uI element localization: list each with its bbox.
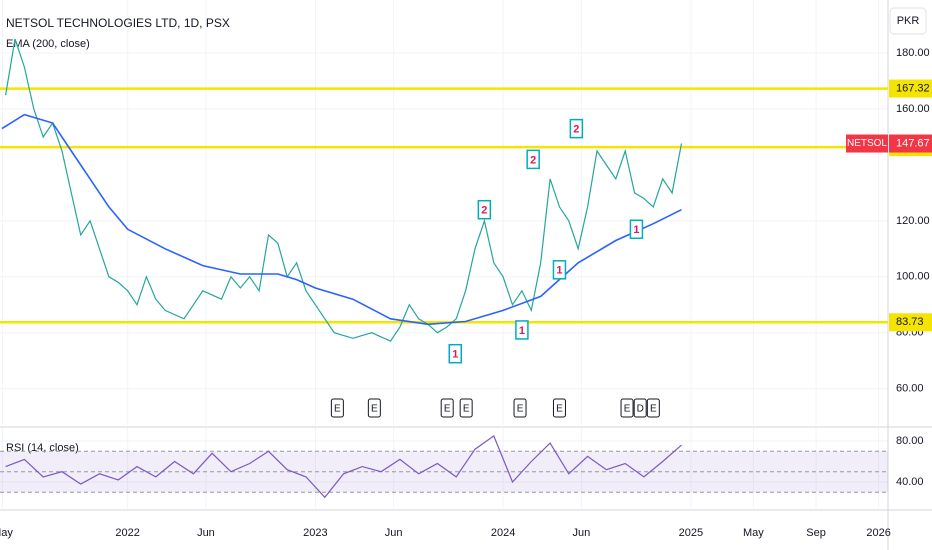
wave-label: 2 (530, 154, 536, 166)
event-label: E (517, 404, 524, 415)
event-label: E (624, 404, 631, 415)
y-tick-label: 120.00 (896, 215, 930, 227)
x-tick-label: 2026 (866, 527, 890, 539)
y-tick-label: 60.00 (896, 383, 924, 395)
x-tick-label: Jun (197, 527, 215, 539)
x-tick-label: May (743, 527, 764, 539)
event-box (367, 398, 381, 418)
wave-box (515, 320, 529, 340)
event-label: E (371, 404, 378, 415)
x-tick-label: 2022 (115, 527, 139, 539)
x-tick-label: 2025 (679, 527, 703, 539)
y-tick-label: 40.00 (896, 476, 924, 488)
event-box (633, 398, 647, 418)
level-label: 167.32 (896, 82, 930, 94)
event-box (646, 398, 660, 418)
event-box (330, 398, 344, 418)
event-label: E (444, 404, 451, 415)
event-label: E (334, 404, 341, 415)
series-line (5, 434, 682, 499)
wave-box (629, 219, 644, 240)
wave-label: 1 (452, 349, 458, 361)
last-price-badge (889, 134, 932, 153)
event-box (620, 398, 634, 418)
event-box (440, 398, 454, 418)
level-badge (889, 313, 932, 332)
event-box (513, 398, 527, 418)
y-tick-label: 160.00 (896, 103, 930, 115)
wave-label: 1 (633, 224, 639, 236)
x-tick-label: 2024 (491, 527, 515, 539)
wave-box (569, 118, 584, 139)
x-tick-label: 2023 (303, 527, 327, 539)
x-tick-label: Jun (573, 527, 591, 539)
level-label: 83.73 (896, 316, 924, 328)
series-line (5, 38, 683, 342)
wave-label: 1 (556, 265, 562, 277)
event-label: E (556, 404, 563, 415)
wave-label: 1 (519, 325, 525, 337)
x-tick-label: Sep (806, 527, 826, 539)
event-label: E (650, 404, 657, 415)
currency: PKR (897, 15, 920, 27)
wave-box (552, 260, 567, 280)
y-tick-label: 180.00 (896, 47, 930, 59)
wave-box (526, 149, 540, 170)
x-tick-label: Jun (385, 527, 403, 539)
series-line (1, 113, 682, 326)
wave-label: 2 (481, 205, 487, 217)
event-label: D (637, 404, 644, 415)
last-name: NETSOL (847, 138, 887, 149)
wave-box (477, 199, 492, 220)
y-tick-label: 80.00 (896, 435, 924, 447)
legend-ema: EMA (200, close) (6, 38, 90, 50)
event-box (552, 398, 566, 418)
last-price: 147.67 (896, 137, 930, 149)
currency-box[interactable] (889, 7, 927, 35)
chart-title: NETSOL TECHNOLOGIES LTD, 1D, PSX (6, 16, 230, 30)
level-badge (889, 79, 932, 98)
x-tick-label: May (0, 527, 13, 539)
last-name-badge (846, 134, 888, 153)
wave-box (448, 343, 463, 364)
y-tick-label: 100.00 (896, 271, 930, 283)
event-box (459, 398, 473, 418)
wave-label: 2 (573, 124, 579, 136)
event-label: E (463, 404, 470, 415)
